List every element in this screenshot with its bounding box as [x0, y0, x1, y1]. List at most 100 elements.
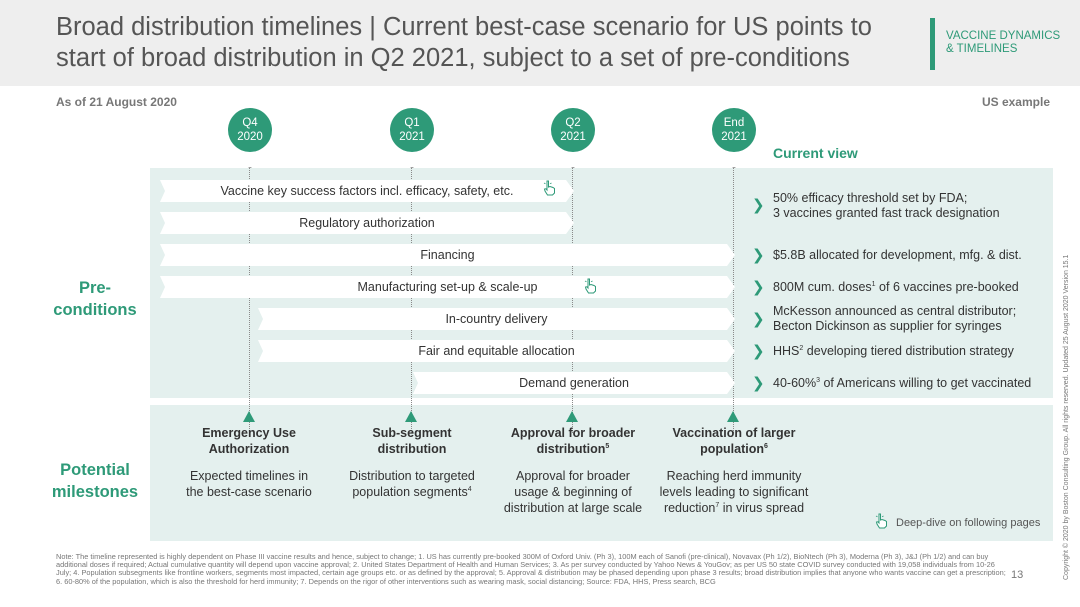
footnote-text: Note: The timeline represented is highly… — [56, 552, 1006, 586]
hand-pointer-icon[interactable] — [583, 278, 597, 294]
precondition-bar-demand: Demand generation — [413, 372, 735, 394]
precondition-bar-success-factors: Vaccine key success factors incl. effica… — [160, 180, 574, 202]
precondition-bar-regulatory: Regulatory authorization — [160, 212, 574, 234]
current-view-delivery: McKesson announced as central distributo… — [773, 304, 1016, 334]
timeline-guide-line — [733, 168, 734, 433]
current-view-manufacturing: 800M cum. doses1 of 6 vaccines pre-booke… — [773, 280, 1019, 295]
timeline-marker-line2: 2021 — [560, 131, 586, 143]
current-view-text: of 6 vaccines pre-booked — [875, 280, 1019, 294]
current-view-text: 40-60% — [773, 376, 817, 390]
milestones-panel — [150, 405, 1053, 541]
timeline-marker-q4-2020: Q4 2020 — [228, 108, 272, 152]
timeline-guide-line — [572, 168, 573, 433]
slide-header — [0, 0, 1080, 86]
precondition-bar-label: Demand generation — [519, 376, 629, 390]
preconditions-label-line2: conditions — [53, 301, 137, 319]
precondition-bar-label: Regulatory authorization — [299, 216, 435, 230]
milestone-title-text: population — [700, 442, 764, 456]
milestone-desc-eua: Expected timelines in the best-case scen… — [164, 468, 334, 500]
current-view-demand: 40-60%3 of Americans willing to get vacc… — [773, 376, 1031, 391]
footnote-ref: 5 — [605, 442, 610, 450]
precondition-bar-financing: Financing — [160, 244, 735, 266]
precondition-bar-delivery: In-country delivery — [258, 308, 735, 330]
milestone-desc-text: in virus spread — [719, 501, 805, 515]
precondition-bar-manufacturing: Manufacturing set-up & scale-up — [160, 276, 735, 298]
chevron-right-icon: ❯ — [752, 197, 765, 214]
triangle-up-icon — [727, 411, 739, 422]
triangle-up-icon — [243, 411, 255, 422]
milestone-desc-text: reduction — [663, 501, 716, 515]
timeline-marker-q2-2021: Q2 2021 — [551, 108, 595, 152]
milestone-desc-line: Distribution to targeted — [349, 469, 475, 483]
timeline-guide-line — [249, 168, 250, 433]
preconditions-label: Pre- conditions — [40, 277, 150, 321]
footnote-ref: 1 — [871, 280, 876, 288]
milestone-desc-line: usage & beginning of — [514, 485, 632, 499]
timeline-marker-line1: End — [723, 117, 745, 129]
slide-title: Broad distribution timelines | Current b… — [56, 13, 872, 72]
chevron-right-icon: ❯ — [752, 279, 765, 296]
milestone-desc-line: reduction7 in virus spread — [649, 500, 819, 516]
timeline-marker-line2: 2021 — [721, 131, 747, 143]
timeline-marker-line1: Q1 — [404, 117, 420, 129]
timeline-marker-line1: Q4 — [242, 117, 258, 129]
chevron-right-icon: ❯ — [752, 247, 765, 264]
current-view-text: developing tiered distribution strategy — [803, 344, 1014, 358]
triangle-up-icon — [405, 411, 417, 422]
precondition-bar-label: Financing — [420, 248, 475, 262]
current-view-line: 50% efficacy threshold set by FDA; — [773, 191, 968, 205]
footnote-ref: 7 — [715, 501, 720, 509]
timeline-marker-line2: 2021 — [399, 131, 425, 143]
current-view-success-factors: 50% efficacy threshold set by FDA; 3 vac… — [773, 191, 1000, 221]
precondition-bar-label: In-country delivery — [445, 312, 548, 326]
current-view-text: HHS — [773, 344, 800, 358]
milestone-desc-line: Reaching herd immunity — [666, 469, 802, 483]
preconditions-label-line1: Pre- — [78, 279, 112, 297]
chevron-right-icon: ❯ — [752, 375, 765, 392]
milestone-title-broader-approval: Approval for broader distribution5 — [488, 425, 658, 457]
topic-label: VACCINE DYNAMICS & TIMELINES — [946, 30, 1076, 56]
current-view-text: 800M cum. doses — [773, 280, 872, 294]
milestone-title-eua: Emergency Use Authorization — [164, 425, 334, 457]
timeline-marker-end-2021: End 2021 — [712, 108, 756, 152]
milestone-title-line: distribution — [377, 442, 447, 456]
milestone-title-line: Emergency Use — [202, 426, 296, 440]
milestone-title-line: Vaccination of larger — [672, 426, 796, 440]
topic-label-line2: & TIMELINES — [946, 43, 1018, 55]
chevron-right-icon: ❯ — [752, 311, 765, 328]
current-view-financing: $5.8B allocated for development, mfg. & … — [773, 248, 1022, 262]
current-view-allocation: HHS2 developing tiered distribution stra… — [773, 344, 1014, 359]
milestone-title-line: Authorization — [208, 442, 290, 456]
precondition-bar-label: Manufacturing set-up & scale-up — [357, 280, 538, 294]
milestone-desc-line: Approval for broader — [516, 469, 630, 483]
precondition-bar-allocation: Fair and equitable allocation — [258, 340, 735, 362]
current-view-line: Becton Dickinson as supplier for syringe… — [773, 319, 1002, 333]
milestones-label-line1: Potential — [60, 461, 130, 479]
milestone-desc-line: levels leading to significant — [659, 485, 809, 499]
milestone-desc-larger-population: Reaching herd immunity levels leading to… — [649, 468, 819, 516]
hand-pointer-icon — [875, 513, 887, 529]
milestone-title-line: distribution5 — [488, 441, 658, 457]
deep-dive-legend: Deep-dive on following pages — [896, 517, 1041, 529]
timeline-marker-q1-2021: Q1 2021 — [390, 108, 434, 152]
hand-pointer-icon[interactable] — [542, 180, 556, 196]
example-label: US example — [981, 95, 1050, 109]
footnote-ref: 6 — [763, 442, 768, 450]
current-view-line: McKesson announced as central distributo… — [773, 304, 1017, 318]
milestone-title-subsegment: Sub-segment distribution — [327, 425, 497, 457]
current-view-line: 3 vaccines granted fast track designatio… — [773, 206, 1000, 220]
topic-label-line1: VACCINE DYNAMICS — [946, 30, 1061, 42]
triangle-up-icon — [566, 411, 578, 422]
milestone-title-line: Sub-segment — [372, 426, 452, 440]
milestone-desc-line: the best-case scenario — [186, 485, 312, 499]
chevron-right-icon: ❯ — [752, 343, 765, 360]
timeline-marker-line1: Q2 — [565, 117, 581, 129]
precondition-bar-label: Vaccine key success factors incl. effica… — [220, 184, 514, 198]
as-of-date: As of 21 August 2020 — [56, 95, 177, 109]
milestones-label: Potential milestones — [40, 459, 150, 503]
milestone-desc-text: population segments — [352, 485, 468, 499]
precondition-bar-label: Fair and equitable allocation — [418, 344, 575, 358]
milestone-desc-broader-approval: Approval for broader usage & beginning o… — [488, 468, 658, 516]
topic-accent-bar — [930, 18, 935, 70]
timeline-marker-line2: 2020 — [237, 131, 263, 143]
